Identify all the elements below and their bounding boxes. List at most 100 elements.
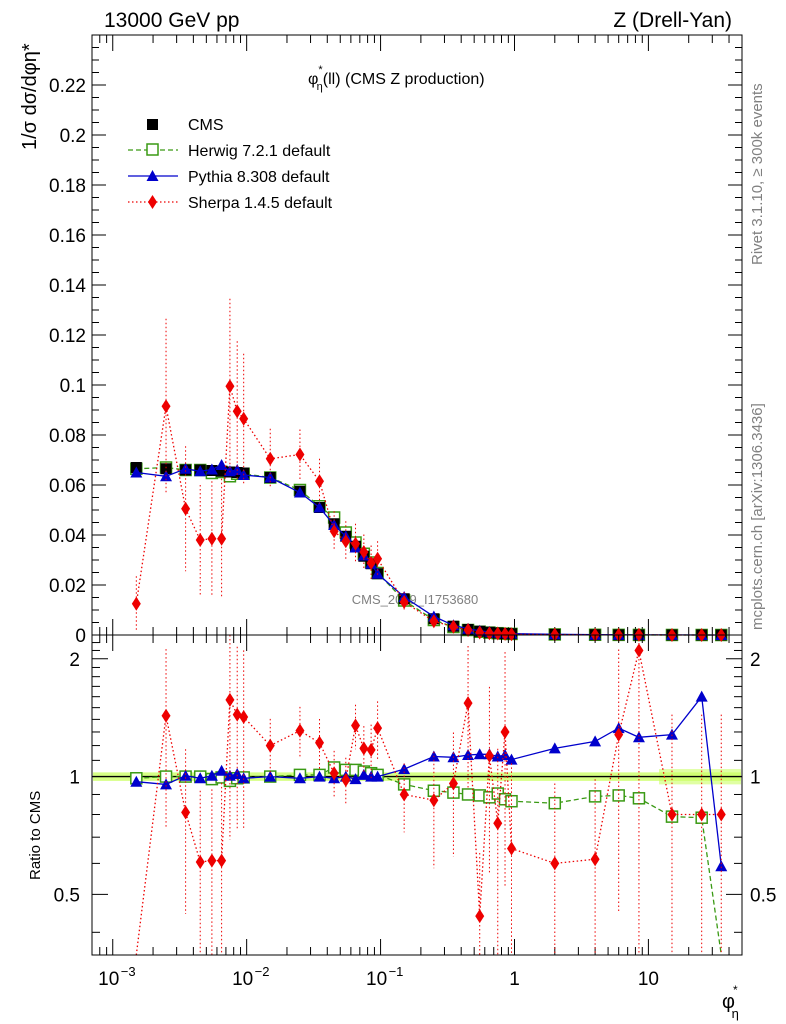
ratio-pythia-point bbox=[130, 775, 143, 787]
svg-text:CMS: CMS bbox=[188, 117, 224, 134]
ratio-ytick-label: 2 bbox=[69, 650, 80, 671]
ratio-sherpa-point bbox=[507, 841, 517, 856]
sherpa-point bbox=[429, 614, 439, 629]
ratio-xtick-label: 10 −3 bbox=[98, 964, 135, 990]
ratio-pythia-point bbox=[205, 769, 218, 781]
main-panel: CMS_2019_I1753680 0 0.02 0.04 0.06 0.08 0.1 0.… bbox=[19, 34, 743, 647]
ratio-data bbox=[92, 635, 742, 956]
ratio-xtick-label: 10 −2 bbox=[232, 964, 269, 990]
xtick-label-exp: −2 bbox=[255, 964, 270, 979]
xtick-label-base: 10 bbox=[366, 969, 387, 990]
ratio-sherpa-point bbox=[329, 766, 339, 781]
sherpa-point bbox=[239, 411, 249, 426]
ratio-pythia-point bbox=[215, 764, 228, 776]
sherpa-point bbox=[181, 501, 191, 516]
ratio-panel: 10 −3 10 −2 10 −1 1 100.5 0.51 12 2 Ratio to CMS φ… bbox=[27, 634, 776, 1021]
ratio-pythia-point bbox=[665, 728, 678, 740]
sherpa-point bbox=[225, 379, 235, 394]
ratio-sherpa-point bbox=[484, 748, 494, 763]
sherpa-point bbox=[463, 623, 473, 637]
sherpa-point bbox=[359, 545, 369, 559]
main-axes: 0 0.02 0.04 0.06 0.08 0.1 0.12 0.14 0.16 0.18 0.2 0… bbox=[49, 35, 743, 647]
ratio-xtick-label: 10 −1 bbox=[366, 964, 403, 990]
ratio-sherpa-point bbox=[448, 776, 458, 791]
header-right: Z (Drell-Yan) bbox=[613, 9, 732, 32]
ratio-pythia-point bbox=[612, 722, 625, 734]
ratio-axes: 10 −3 10 −2 10 −1 1 100.5 0.51 12 2 bbox=[54, 635, 776, 990]
ratio-ytick-label-right: 2 bbox=[750, 650, 761, 671]
series-line-sherpa bbox=[135, 386, 722, 636]
ratio-pythia-point bbox=[632, 731, 645, 743]
ratio-sherpa-point bbox=[232, 707, 242, 722]
xtick-label-base: 10 bbox=[638, 969, 659, 990]
legend-item-herwig: Herwig 7.2.1 default bbox=[128, 143, 331, 160]
ratio-sherpa-point bbox=[634, 643, 644, 658]
ratio-xtick-label: 10 bbox=[638, 969, 659, 990]
rivet-label: Rivet 3.1.10, ≥ 300k events bbox=[749, 83, 766, 265]
series-pythia bbox=[130, 459, 728, 640]
ratio-sherpa-point bbox=[351, 718, 361, 733]
ratio-pythia-point bbox=[505, 753, 518, 765]
pythia-point bbox=[205, 463, 218, 475]
sherpa-point bbox=[195, 533, 205, 547]
main-ytick-label: 0.12 bbox=[49, 326, 86, 347]
ratio-sherpa-point bbox=[429, 793, 439, 808]
ratio-sherpa-point bbox=[697, 807, 707, 822]
ratio-herwig-point bbox=[612, 789, 625, 802]
ratio-pythia-point bbox=[715, 860, 728, 872]
ratio-sherpa-point bbox=[366, 742, 376, 757]
ratio-pythia-point bbox=[473, 748, 486, 760]
xtick-label-base: 10 bbox=[98, 969, 119, 990]
main-ytick-label: 0.04 bbox=[49, 526, 86, 547]
ratio-sherpa-point bbox=[161, 708, 171, 723]
sherpa-point bbox=[265, 451, 275, 466]
sherpa-point bbox=[329, 524, 339, 539]
ratio-pythia-point bbox=[231, 768, 244, 780]
pythia-point bbox=[194, 465, 207, 477]
main-ytick-label: 0.02 bbox=[49, 576, 86, 597]
ratio-herwig-point bbox=[461, 788, 475, 801]
ratio-sherpa-point bbox=[265, 738, 275, 753]
ratio-pythia-point bbox=[589, 735, 602, 747]
ratio-sherpa-point bbox=[225, 692, 235, 707]
ratio-ytick-label-right: 1 bbox=[750, 768, 761, 789]
ratio-ytick-label-right: 0.5 bbox=[750, 885, 776, 906]
ratio-sherpa-point bbox=[475, 909, 485, 924]
ratio-sherpa-point bbox=[463, 696, 473, 711]
main-ytick-label: 0.16 bbox=[49, 226, 86, 247]
sherpa-point bbox=[217, 531, 227, 546]
mcplots-label: mcplots.cern.ch [arXiv:1306.3436] bbox=[749, 403, 766, 630]
analysis-watermark: CMS_2019_I1753680 bbox=[352, 592, 479, 607]
ratio-pythia-point bbox=[548, 742, 561, 754]
ratio-sherpa-point bbox=[500, 724, 510, 739]
xtick-label-base: 1 bbox=[509, 969, 520, 990]
pythia-point bbox=[313, 501, 326, 513]
ratio-sherpa-point bbox=[493, 816, 503, 831]
ratio-sherpa-point bbox=[399, 787, 409, 802]
sherpa-point bbox=[351, 536, 361, 551]
ratio-herwig-point bbox=[505, 794, 518, 808]
ratio-sherpa-point bbox=[614, 727, 624, 742]
svg-text:Pythia 8.308 default: Pythia 8.308 default bbox=[188, 169, 330, 186]
main-ytick-label: 0.08 bbox=[49, 426, 86, 447]
sherpa-point bbox=[295, 447, 305, 462]
pythia-point bbox=[293, 486, 306, 498]
ratio-sherpa-point bbox=[550, 856, 560, 871]
main-data bbox=[130, 298, 728, 642]
pythia-point bbox=[130, 466, 143, 478]
ratio-pythia-point bbox=[179, 769, 192, 781]
xtick-label-exp: −3 bbox=[121, 964, 136, 979]
svg-text:Ratio to CMS: Ratio to CMS bbox=[27, 791, 44, 880]
sherpa-point bbox=[161, 399, 171, 414]
sherpa-point bbox=[507, 627, 517, 642]
plot-title: φ* η(ll) (CMS Z production) bbox=[308, 64, 485, 93]
sherpa-point bbox=[232, 404, 242, 419]
sherpa-point bbox=[448, 619, 458, 634]
ratio-ytick-label: 1 bbox=[69, 768, 80, 789]
ratio-pythia-point bbox=[357, 768, 370, 780]
ratio-sherpa-point bbox=[217, 853, 227, 868]
ratio-series-sherpa bbox=[135, 635, 726, 956]
ratio-sherpa-point bbox=[295, 723, 305, 738]
svg-text:1/σ dσ/dφη*: 1/σ dσ/dφη* bbox=[19, 43, 41, 150]
